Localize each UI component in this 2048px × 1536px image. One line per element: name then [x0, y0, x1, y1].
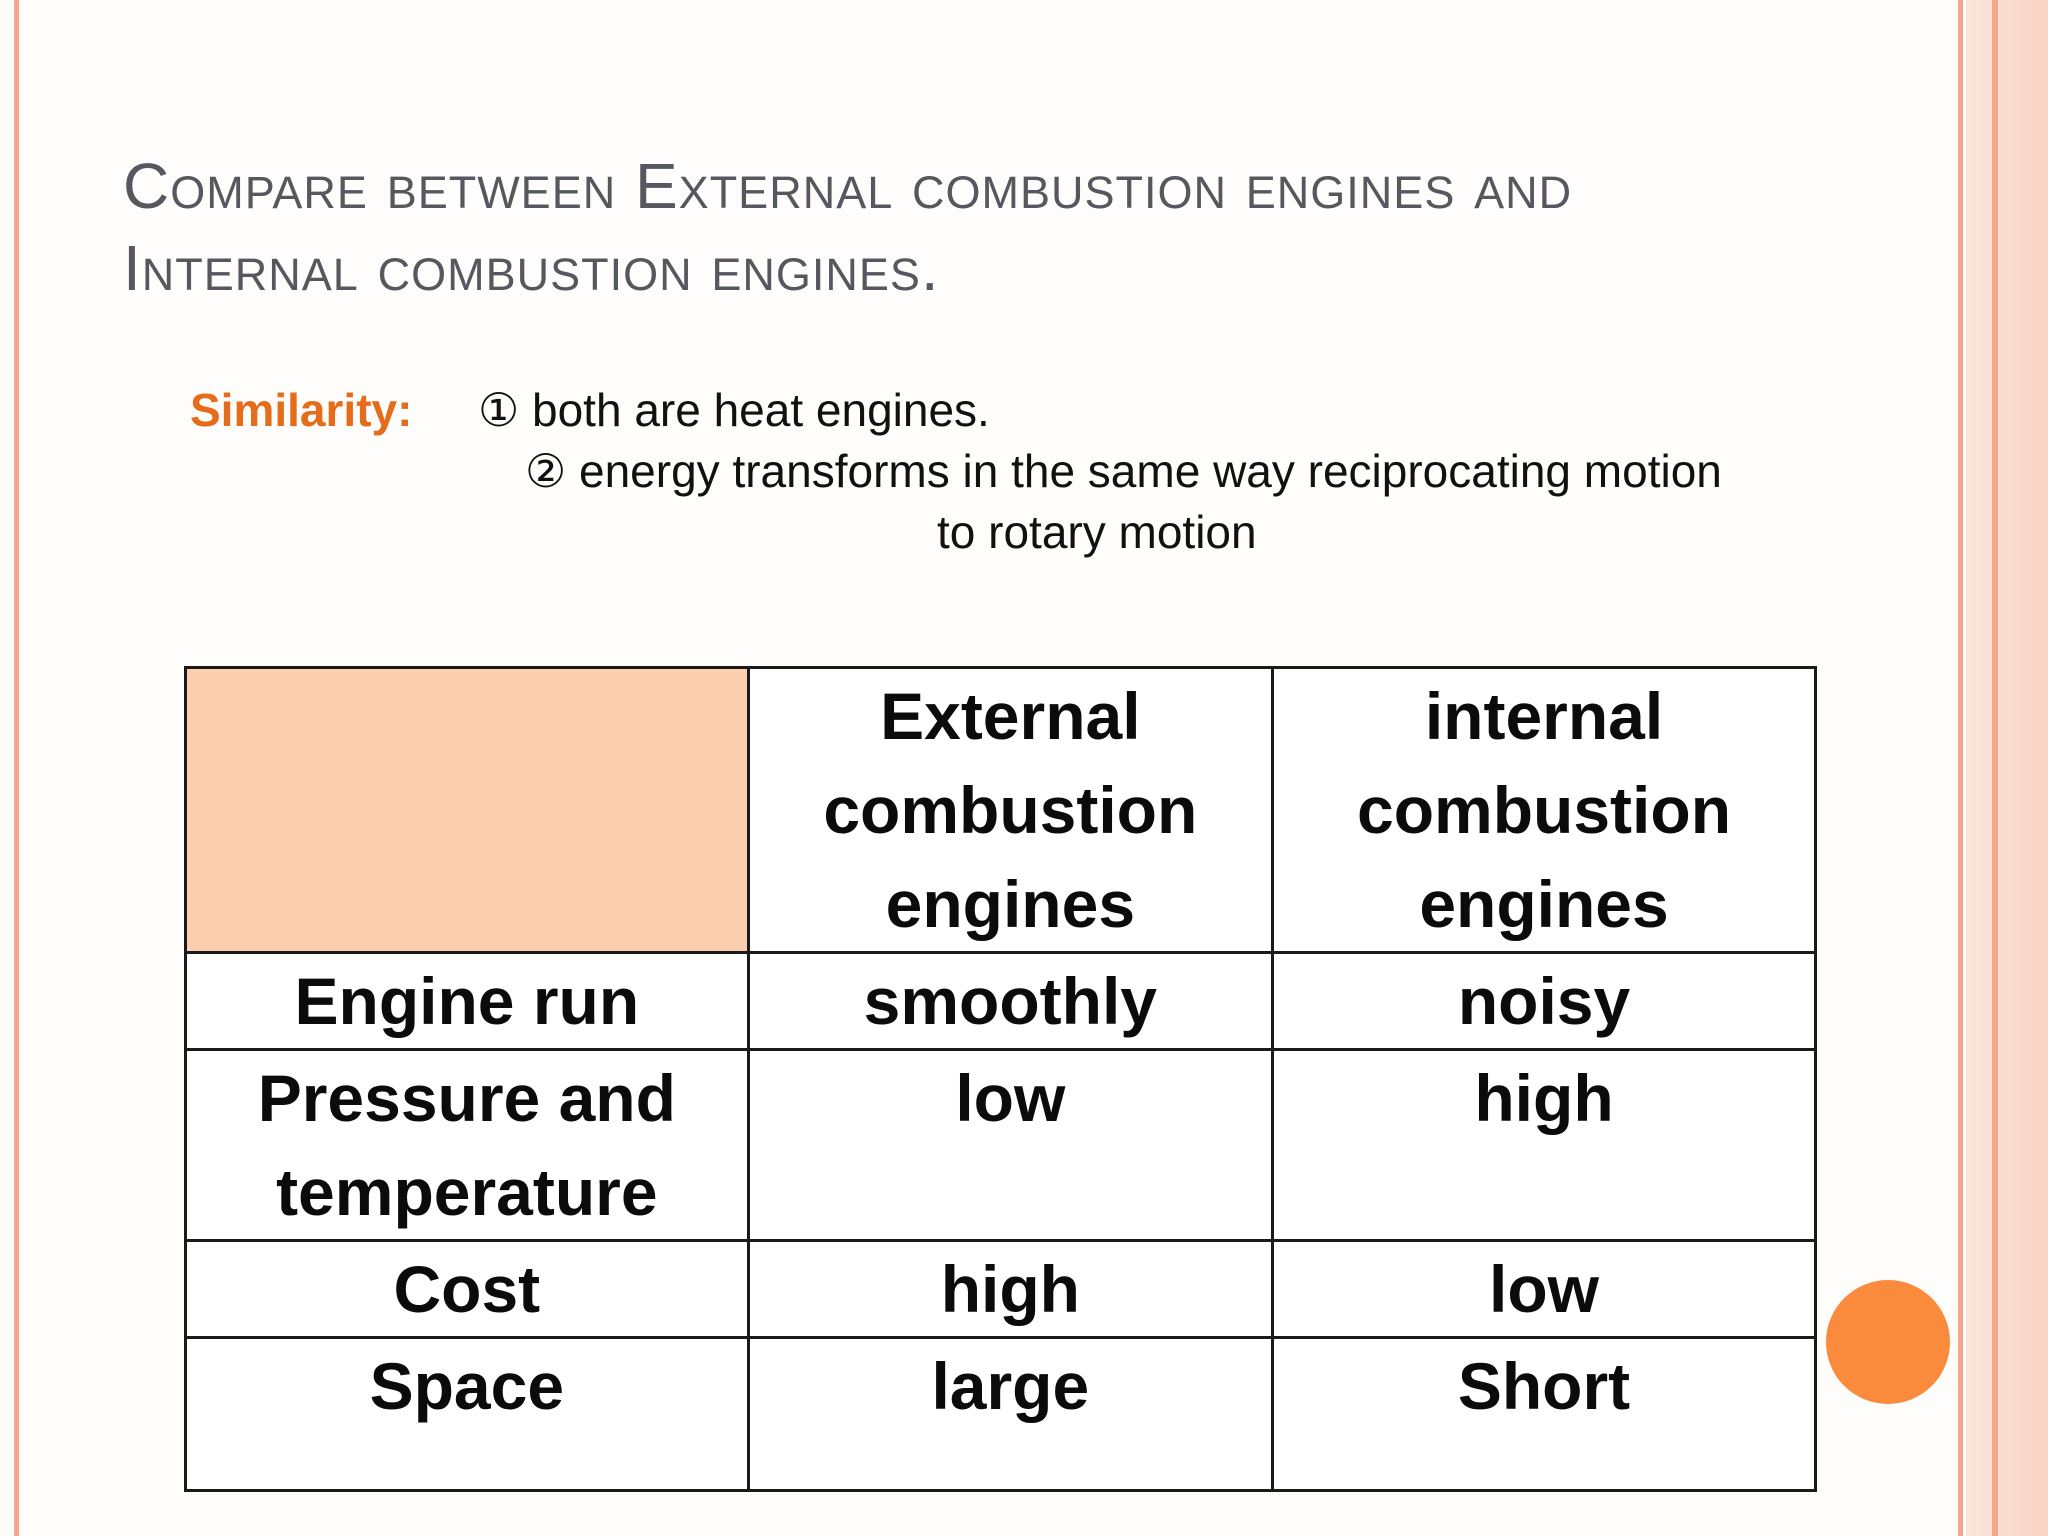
- external-value: low: [746, 1048, 1275, 1242]
- slide-title: Compare between External combustion engi…: [123, 150, 1573, 304]
- external-value: high: [746, 1239, 1275, 1339]
- header-internal: internal combustion engines: [1271, 666, 1817, 954]
- internal-value: noisy: [1271, 951, 1817, 1051]
- right-decorative-band: [1966, 0, 2048, 1536]
- row-label: Cost: [184, 1239, 750, 1339]
- table-row: Engine run smoothly noisy: [184, 951, 1817, 1051]
- decorative-orange-circle: [1826, 1280, 1950, 1404]
- right-edge-line: [1992, 0, 1998, 1536]
- table-header-row: External combustion engines internal com…: [184, 666, 1817, 954]
- row-label: Space: [184, 1336, 750, 1492]
- row-label: Engine run: [184, 951, 750, 1051]
- header-external: External combustion engines: [746, 666, 1275, 954]
- similarity-label: Similarity:: [190, 384, 413, 436]
- right-border-line: [1958, 0, 1963, 1536]
- external-value: large: [746, 1336, 1275, 1492]
- comparison-table: External combustion engines internal com…: [184, 666, 1817, 1492]
- table-row: Cost high low: [184, 1239, 1817, 1339]
- row-label: Pressure and temperature: [184, 1048, 750, 1242]
- internal-value: Short: [1271, 1336, 1817, 1492]
- table-row: Pressure and temperature low high: [184, 1048, 1817, 1242]
- left-border-line: [14, 0, 19, 1536]
- external-value: smoothly: [746, 951, 1275, 1051]
- internal-value: low: [1271, 1239, 1817, 1339]
- similarity-point-1: ① both are heat engines.: [478, 384, 990, 436]
- table-row: Space large Short: [184, 1336, 1817, 1492]
- table-corner-cell: [184, 666, 750, 954]
- similarity-point-2: ② energy transforms in the same way reci…: [525, 445, 1722, 497]
- internal-value: high: [1271, 1048, 1817, 1242]
- similarity-point-2-continued: to rotary motion: [937, 506, 1257, 558]
